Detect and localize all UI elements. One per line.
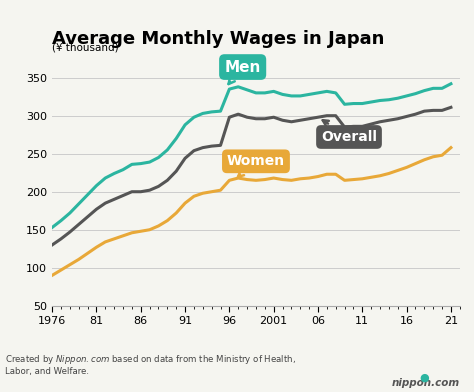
Text: (¥ thousand): (¥ thousand) (52, 42, 119, 53)
Text: nippon.com: nippon.com (392, 378, 460, 388)
Text: Men: Men (225, 60, 261, 84)
Text: Created by $\it{Nippon.com}$ based on data from the Ministry of Health,
Labor, a: Created by $\it{Nippon.com}$ based on da… (5, 353, 296, 376)
Text: Women: Women (227, 154, 285, 177)
Text: Average Monthly Wages in Japan: Average Monthly Wages in Japan (52, 30, 384, 48)
Text: ●: ● (419, 372, 429, 382)
Text: Overall: Overall (321, 120, 377, 144)
